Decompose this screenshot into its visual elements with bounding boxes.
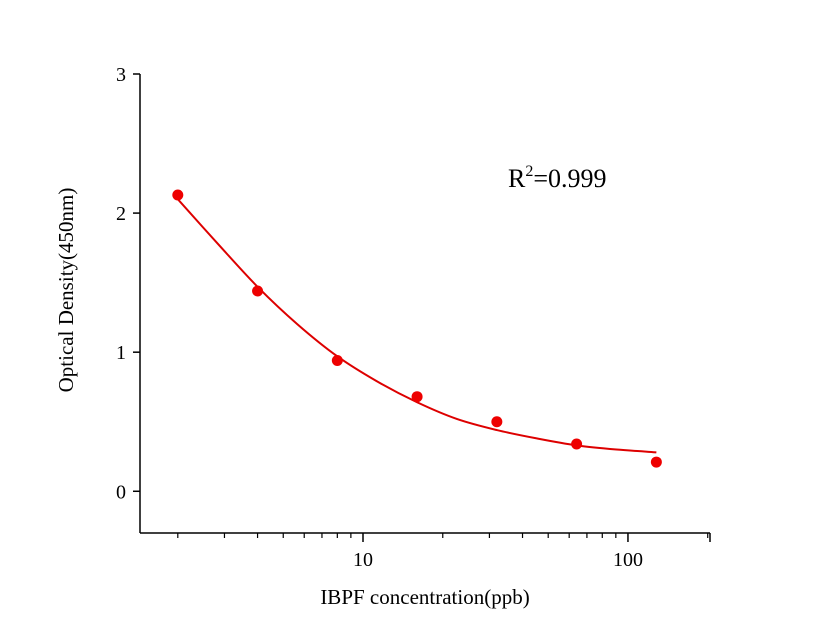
y-tick-label: 0 — [116, 481, 126, 503]
axes: 0 1 2 3 10 100 — [116, 64, 711, 571]
data-point — [252, 285, 264, 297]
x-tick-label: 10 — [353, 549, 373, 571]
y-axis-label: Optical Density(450nm) — [54, 188, 78, 393]
data-point — [650, 456, 662, 468]
x-tick-label: 100 — [613, 549, 643, 571]
r-squared-annotation: R2=0.999 — [508, 163, 607, 193]
y-tick-label: 2 — [116, 203, 126, 225]
marks — [172, 189, 662, 468]
y-tick-label: 1 — [116, 342, 126, 364]
data-point — [331, 355, 343, 367]
data-point — [172, 189, 184, 201]
fit-curve — [177, 198, 657, 454]
data-point — [571, 438, 583, 450]
data-point — [411, 391, 423, 403]
y-tick-label: 3 — [116, 64, 126, 86]
r-squared-sup: 2 — [525, 163, 533, 180]
r-squared-prefix: R — [508, 164, 526, 193]
x-axis-label: IBPF concentration(ppb) — [320, 585, 529, 609]
r-squared-value: =0.999 — [533, 164, 606, 193]
data-point — [491, 416, 503, 428]
